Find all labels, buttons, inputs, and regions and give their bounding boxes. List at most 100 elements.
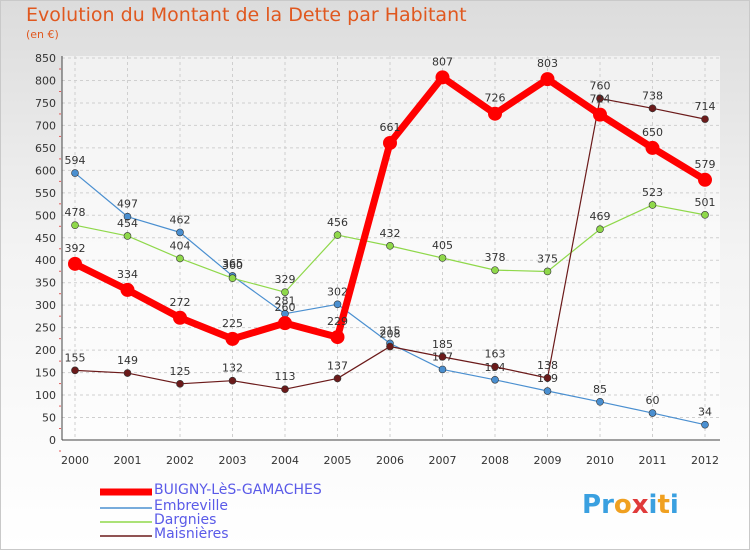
data-label: 726 — [485, 92, 506, 105]
data-point — [438, 254, 447, 262]
data-label: 34 — [698, 406, 712, 419]
x-tick-label: 2005 — [324, 454, 352, 467]
x-tick-label: 2009 — [534, 454, 562, 467]
data-point — [648, 201, 657, 209]
data-point — [281, 288, 289, 296]
x-tick-label: 2010 — [586, 454, 614, 467]
logo-letter: P — [582, 490, 602, 520]
data-point — [333, 300, 342, 309]
y-tick-label: 700 — [35, 119, 56, 132]
y-tick-label: 550 — [35, 187, 56, 200]
x-tick-label: 2007 — [429, 454, 457, 467]
data-label: 138 — [537, 359, 558, 372]
data-point — [71, 169, 79, 177]
data-label: 392 — [65, 242, 86, 255]
x-tick-label: 2008 — [481, 454, 509, 467]
data-label: 229 — [327, 315, 348, 328]
y-tick-label: 250 — [35, 322, 56, 335]
logo-letter: x — [631, 490, 649, 520]
data-point — [543, 387, 552, 395]
data-label: 714 — [695, 100, 716, 113]
x-tick-label: 2011 — [639, 454, 667, 467]
data-point — [278, 316, 292, 331]
logo-letter: t — [657, 490, 670, 520]
x-tick-label: 2006 — [376, 454, 404, 467]
x-tick-label: 2000 — [61, 454, 89, 467]
data-label: 365 — [222, 257, 243, 270]
data-point — [491, 362, 499, 371]
data-label: 155 — [65, 351, 86, 364]
data-point — [333, 231, 342, 239]
y-tick-label: 850 — [35, 52, 56, 65]
data-point — [383, 135, 397, 150]
data-point — [123, 232, 132, 240]
y-tick-label: 800 — [35, 74, 56, 87]
logo-letter: i — [648, 490, 658, 520]
data-point — [701, 115, 709, 123]
data-point — [543, 374, 552, 382]
x-tick-label: 2012 — [691, 454, 719, 467]
data-label: 163 — [485, 348, 506, 361]
data-label: 501 — [695, 196, 716, 209]
data-label: 215 — [380, 324, 401, 337]
data-label: 185 — [432, 338, 453, 351]
data-point — [386, 242, 394, 250]
data-label: 807 — [432, 55, 453, 68]
data-label: 272 — [170, 296, 191, 309]
data-point — [228, 376, 237, 385]
data-label: 478 — [65, 206, 86, 219]
data-label: 60 — [646, 394, 660, 407]
data-point — [330, 330, 345, 345]
data-label: 375 — [537, 252, 558, 265]
data-label: 661 — [380, 121, 401, 134]
data-point — [596, 94, 604, 103]
data-point — [173, 310, 187, 325]
data-label: 281 — [275, 295, 296, 308]
x-tick-label: 2001 — [114, 454, 142, 467]
y-tick-label: 200 — [35, 344, 56, 357]
data-label: 208 — [380, 328, 401, 341]
y-tick-label: 100 — [35, 389, 56, 402]
data-label: 404 — [170, 239, 191, 252]
data-point — [68, 256, 82, 271]
y-tick-label: 50 — [42, 412, 56, 425]
data-point — [488, 106, 502, 121]
data-point — [543, 267, 552, 276]
data-point — [698, 172, 712, 187]
chart-title: Evolution du Montant de la Dette par Hab… — [26, 4, 467, 26]
data-label: 113 — [275, 370, 296, 383]
legend-item-label: Embreville — [154, 498, 228, 514]
data-point — [701, 211, 709, 219]
data-label: 125 — [170, 365, 191, 378]
data-point — [593, 107, 607, 122]
chart-subtitle: (en €) — [26, 28, 59, 41]
data-label: 803 — [537, 57, 558, 70]
data-label: 137 — [327, 359, 348, 372]
data-label: 360 — [222, 259, 243, 272]
data-label: 650 — [642, 126, 663, 139]
data-label: 469 — [590, 210, 611, 223]
data-label: 760 — [590, 79, 611, 92]
x-tick-label: 2003 — [219, 454, 247, 467]
data-label: 456 — [327, 216, 348, 229]
data-point — [176, 254, 184, 263]
data-point — [438, 353, 447, 361]
data-label: 497 — [117, 198, 138, 211]
data-label: 454 — [117, 217, 138, 230]
data-label: 302 — [327, 285, 348, 298]
data-point — [438, 365, 447, 374]
data-label: 149 — [117, 354, 138, 367]
proxiti-logo: Proxiti — [582, 490, 679, 520]
y-tick-label: 150 — [35, 367, 56, 380]
data-point — [645, 140, 660, 155]
data-point — [701, 420, 709, 429]
data-label: 334 — [117, 268, 138, 281]
legend-item-label: Maisnières — [154, 526, 229, 542]
logo-letter: o — [613, 490, 632, 520]
data-label: 85 — [593, 383, 607, 396]
data-point — [120, 282, 135, 297]
data-label: 724 — [590, 93, 611, 106]
y-tick-label: 0 — [49, 434, 56, 447]
data-point — [491, 266, 499, 274]
y-tick-label: 350 — [35, 277, 56, 290]
